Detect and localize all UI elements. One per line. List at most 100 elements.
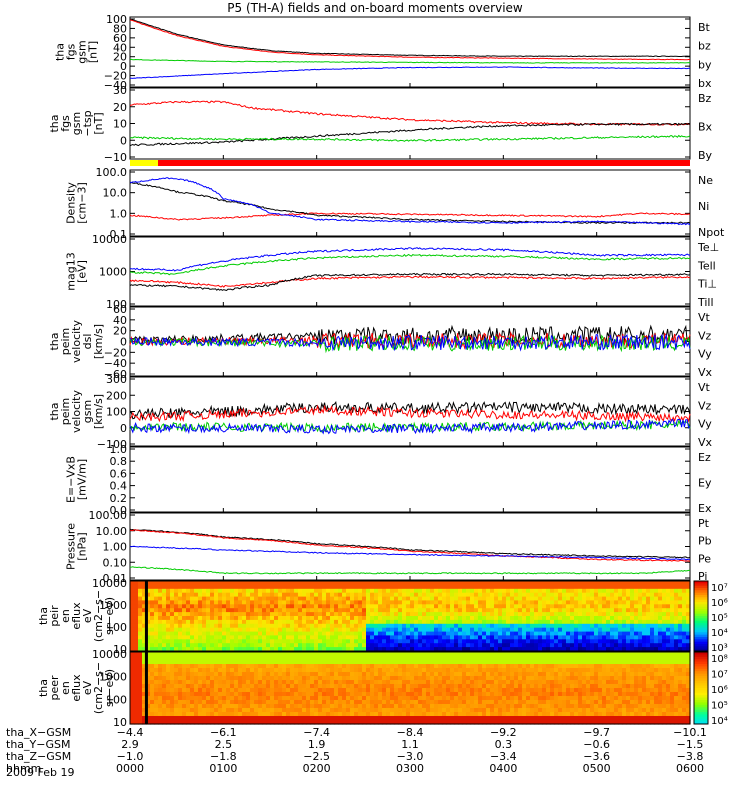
y-axis-label: [km/s]	[92, 394, 105, 429]
legend-label: Vt	[698, 311, 711, 324]
y-axis-label: tha	[54, 43, 67, 61]
y-tick-label: −10	[104, 151, 127, 164]
series-line	[129, 58, 691, 64]
series-line	[129, 401, 691, 421]
y-axis-label: [nT]	[87, 41, 100, 63]
legend-label: Pt	[698, 517, 710, 530]
y-tick-label: 0.4	[110, 480, 128, 493]
axis-value: 0400	[489, 762, 517, 775]
y-axis-label: gsm	[76, 40, 89, 63]
legend-label: Npot	[698, 226, 725, 239]
y-axis-label: [eV]	[76, 260, 89, 283]
panel-p7: 1.00.80.60.40.20.0 E=−VxB[mV/m] Ez Ey Ex	[65, 443, 712, 517]
y-tick-label: 10.00	[96, 525, 128, 538]
series-line	[129, 66, 690, 79]
y-axis-label: sr−eV)	[103, 597, 116, 635]
y-tick-label: 0	[120, 134, 127, 147]
legend-label: Te⊥	[697, 241, 719, 254]
y-tick-label: 10000	[92, 577, 127, 590]
series-line	[129, 529, 691, 562]
y-tick-label: 40	[113, 314, 127, 327]
legend-label: Bt	[698, 21, 711, 34]
y-tick-label: 0	[120, 336, 127, 349]
legend-label: Ex	[698, 502, 712, 515]
y-tick-label: 10	[113, 716, 127, 729]
legend-label: bx	[698, 77, 712, 90]
y-axis-label: tha	[48, 332, 61, 350]
y-tick-label: 1000	[99, 266, 127, 279]
y-axis-label: fgs	[65, 43, 78, 60]
colorbar-frame	[693, 651, 709, 725]
y-axis-label: mag13	[65, 252, 78, 290]
data-gap	[144, 581, 148, 651]
colorbar-label: 10⁷	[711, 670, 728, 681]
legend-label: Vx	[698, 366, 713, 379]
legend-label: Pb	[698, 535, 712, 548]
y-axis-label: −tsp	[81, 110, 94, 136]
axis-value: −9.7	[583, 726, 610, 739]
y-axis-label: peim	[59, 328, 72, 356]
axis-value: 2.5	[215, 738, 233, 751]
panel-frame	[129, 169, 691, 237]
y-tick-label: 100	[106, 693, 127, 706]
y-tick-label: 0	[120, 422, 127, 435]
axis-value: −9.2	[490, 726, 517, 739]
axis-value: −1.5	[677, 738, 704, 751]
series-line	[129, 18, 691, 58]
y-axis-label: E=−VxB	[65, 456, 78, 503]
axis-row-label: hhmm	[6, 762, 41, 775]
series-line	[129, 333, 691, 352]
colorbar	[694, 652, 708, 725]
y-axis-label: peir	[48, 605, 61, 627]
y-axis-label: [nT]	[92, 112, 105, 134]
y-tick-label: 1.0	[110, 207, 128, 220]
y-tick-label: 20	[113, 51, 127, 64]
legend-label: Vy	[698, 418, 712, 431]
legend-label: Bx	[698, 121, 713, 134]
legend-label: Vx	[698, 436, 713, 449]
spectrogram-cells	[130, 581, 691, 652]
y-tick-label: −40	[104, 357, 127, 370]
legend-label: Vz	[698, 329, 712, 342]
legend-label: Ne	[698, 174, 713, 187]
y-axis-label: en	[59, 609, 72, 623]
axis-value: −7.4	[303, 726, 330, 739]
y-tick-label: 20	[113, 325, 127, 338]
y-tick-label: 100	[106, 621, 127, 634]
panel-s2: 10000 1000 100 10 thapeerenefluxeV(cm2−s−sr−…	[37, 648, 728, 729]
y-axis-label: eflux	[70, 674, 83, 702]
series-line	[129, 212, 691, 221]
axis-value: −8.4	[397, 726, 424, 739]
axis-value: 2.9	[121, 738, 139, 751]
colorbar-label: 10⁵	[711, 701, 728, 712]
spectrogram-cells	[130, 652, 691, 725]
page-title: P5 (TH-A) fields and on-board moments ov…	[227, 1, 523, 15]
y-axis-label: tha	[37, 679, 50, 697]
colorbar-label: 10⁷	[711, 583, 728, 594]
y-tick-label: 40	[113, 41, 127, 54]
axis-value: −2.5	[303, 750, 330, 763]
y-tick-label: −60	[104, 368, 127, 381]
y-tick-label: 10000	[92, 648, 127, 661]
legend-label: by	[698, 58, 712, 71]
legend-label: bz	[698, 40, 711, 53]
y-tick-label: 100	[106, 406, 127, 419]
axis-value: 0300	[396, 762, 424, 775]
axis-value: −6.1	[210, 726, 237, 739]
series-line	[129, 177, 691, 226]
legend-label: Ni	[698, 200, 709, 213]
series-line	[129, 566, 690, 575]
colorbar-label: 10³	[711, 643, 728, 654]
date-label: 2009 Feb 19	[6, 766, 75, 779]
legend-label: By	[698, 149, 713, 162]
y-tick-label: 0.2	[110, 492, 128, 505]
series-line	[129, 181, 691, 225]
legend-label: Tell	[697, 259, 716, 272]
y-axis-label: tha	[48, 114, 61, 132]
panel-p3: 100.0 10.0 1.0 0.1 Density[cm−3] Ne Ni Npot	[65, 166, 725, 241]
series-line	[129, 545, 691, 561]
y-axis-label: (cm2−s−	[92, 662, 105, 714]
axis-value: 0100	[209, 762, 237, 775]
y-tick-label: 60	[113, 303, 127, 316]
